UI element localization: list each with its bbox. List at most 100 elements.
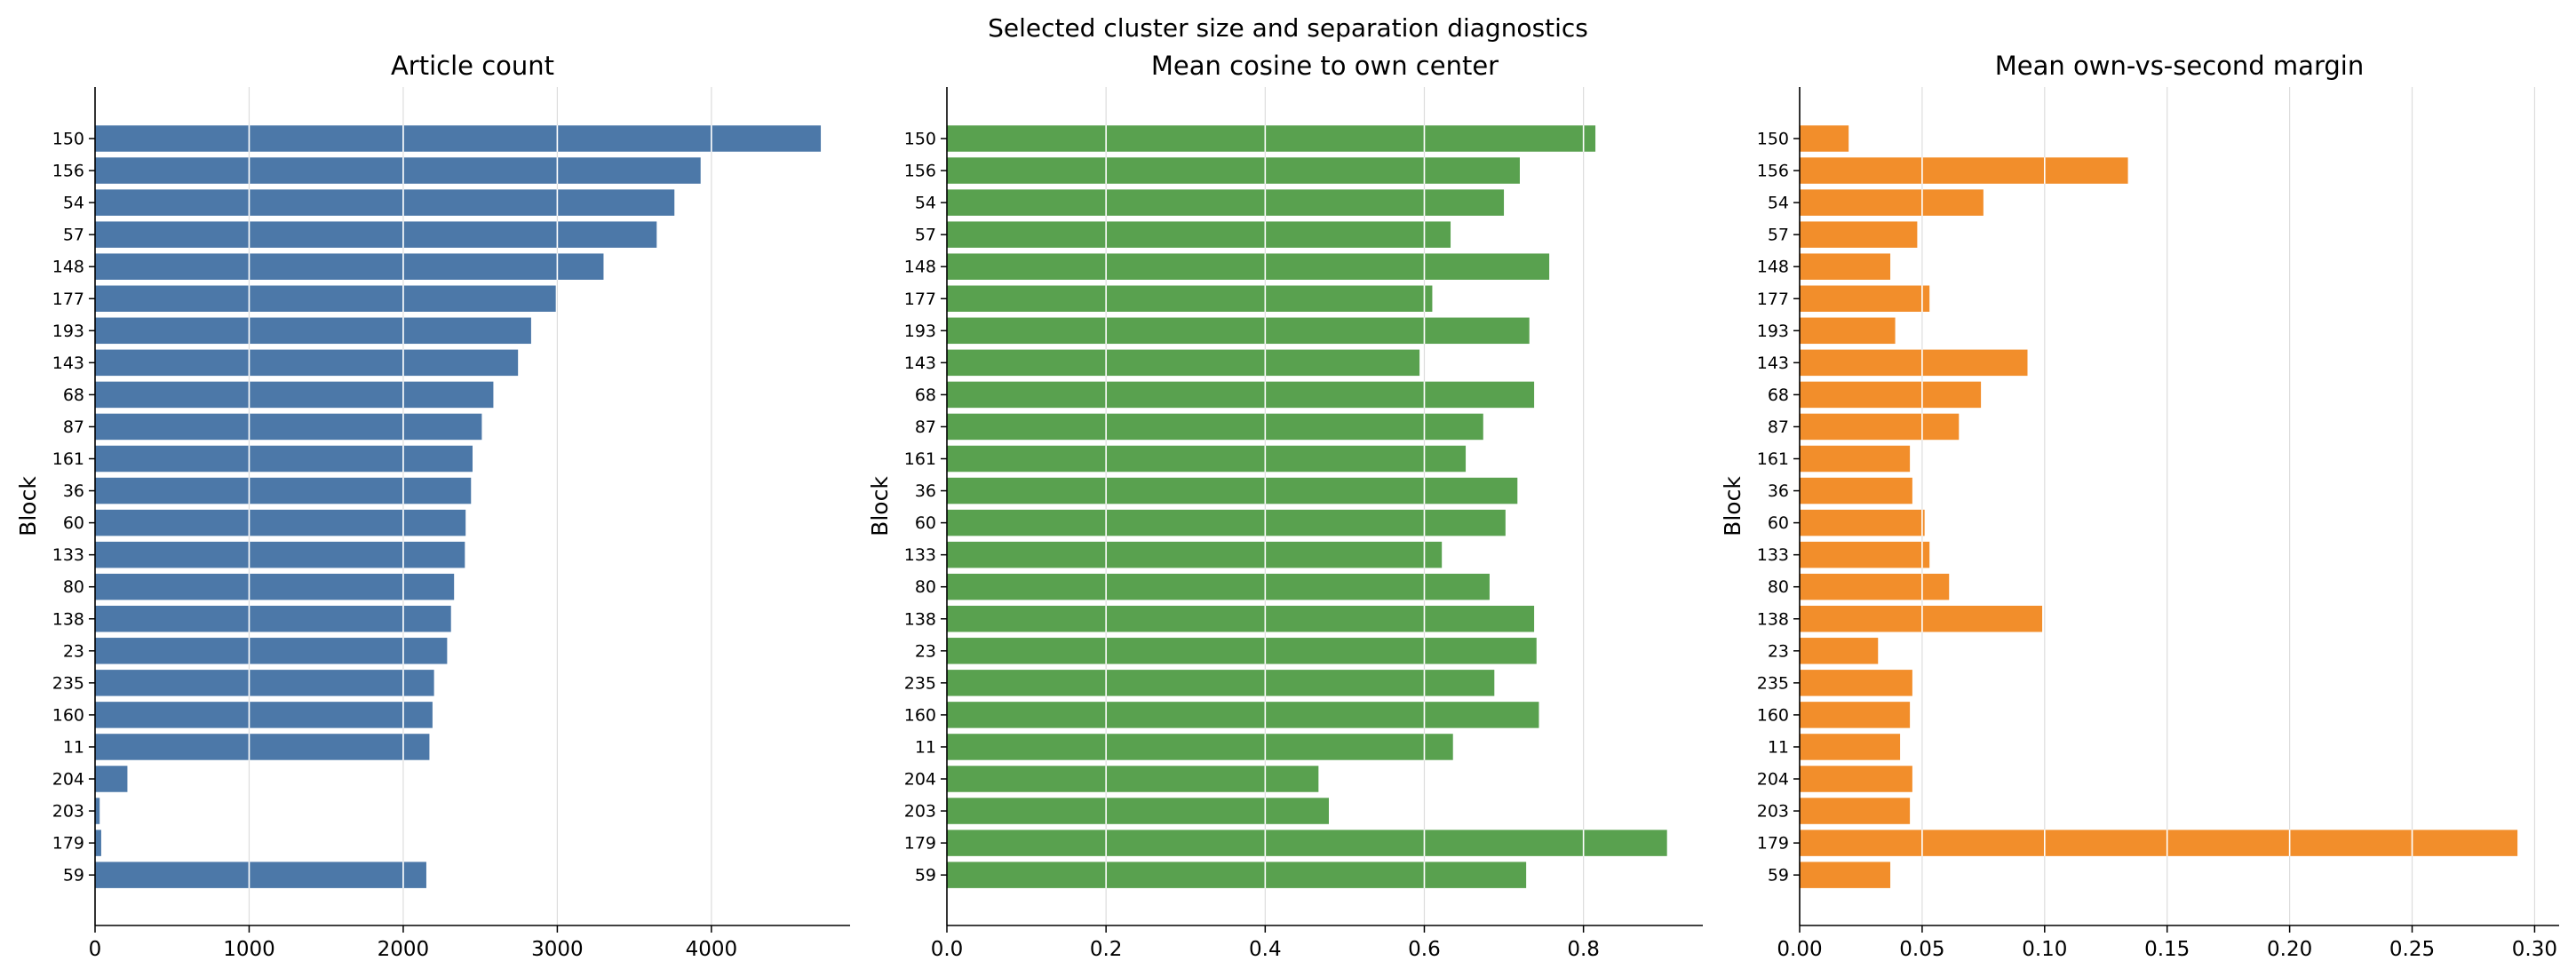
x-tick-label: 0.00 [1777,938,1822,961]
y-tick-label: 87 [63,417,84,437]
bar-156 [95,157,701,184]
bar-60 [947,509,1506,536]
y-tick-label: 156 [52,162,84,181]
bar-36 [95,477,472,504]
y-tick-label: 60 [915,513,936,533]
bar-11 [95,734,430,760]
y-tick-label: 54 [1768,194,1789,213]
x-tick-label: 0.6 [1408,938,1441,961]
y-tick-label: 60 [1768,513,1789,533]
y-tick-label: 68 [63,385,84,405]
panel-title: Mean cosine to own center [1151,51,1499,81]
bar-11 [947,734,1453,760]
y-tick-label: 161 [904,449,936,469]
bar-193 [95,317,531,345]
y-tick-label: 143 [52,353,84,373]
y-tick-label: 156 [904,162,936,181]
y-tick-label: 36 [63,481,84,501]
bar-68 [947,381,1535,409]
y-tick-label: 143 [1757,353,1789,373]
bar-203 [947,798,1329,824]
y-tick-label: 235 [1757,673,1789,693]
x-tick-label: 0.30 [2512,938,2557,961]
x-tick-label: 0.20 [2267,938,2312,961]
x-tick-label: 1000 [223,938,275,961]
x-tick-label: 3000 [531,938,584,961]
y-tick-label: 161 [1757,449,1789,469]
bar-235 [947,670,1495,696]
y-tick-label: 133 [52,545,84,565]
bar-161 [947,445,1467,473]
bar-11 [1800,734,1901,760]
y-tick-label: 204 [1757,770,1789,790]
y-tick-label: 235 [904,673,936,693]
bar-235 [95,670,434,696]
panel-title: Article count [391,51,554,81]
y-tick-label: 143 [904,353,936,373]
y-tick-label: 23 [1768,641,1789,661]
y-tick-label: 138 [52,609,84,629]
y-tick-label: 54 [915,194,936,213]
x-tick-label: 2000 [378,938,430,961]
bar-133 [95,541,465,568]
bar-23 [95,638,448,664]
bar-160 [1800,702,1911,728]
bar-133 [947,541,1443,568]
y-tick-label: 133 [1757,545,1789,565]
bar-138 [95,606,451,632]
x-tick-label: 0.25 [2389,938,2435,961]
bar-148 [1800,253,1891,280]
bar-143 [1800,349,2028,377]
y-tick-label: 150 [904,130,936,149]
y-tick-label: 156 [1757,162,1789,181]
bar-54 [95,189,675,216]
y-tick-label: 80 [63,577,84,597]
y-tick-label: 11 [915,737,936,757]
bar-150 [1800,125,1849,152]
bar-23 [947,638,1537,664]
y-tick-label: 138 [1757,609,1789,629]
bar-143 [95,349,519,377]
x-tick-label: 0.2 [1090,938,1123,961]
y-tick-label: 68 [1768,385,1789,405]
y-axis-label: Block [867,476,893,536]
y-tick-label: 36 [915,481,936,501]
x-tick-label: 0.8 [1567,938,1600,961]
bar-235 [1800,670,1912,696]
bar-60 [95,509,466,536]
y-tick-label: 179 [52,834,84,854]
y-tick-label: 57 [915,226,936,245]
y-tick-label: 11 [63,737,84,757]
y-tick-label: 87 [915,417,936,437]
y-tick-label: 203 [1757,802,1789,822]
x-tick-label: 0.4 [1249,938,1282,961]
y-tick-label: 177 [1757,290,1789,309]
y-tick-label: 150 [52,130,84,149]
chart-panel-3: Mean own-vs-second margin 0.00 0.05 0.10 0.1… [1720,51,2559,961]
bar-87 [1800,413,1960,441]
bar-143 [947,349,1420,377]
bar-193 [947,317,1530,345]
bar-177 [95,285,556,312]
y-tick-label: 138 [904,609,936,629]
chart-panel-1: Article count 0 1000 2000 3000 4000 150 156 54 57… [15,51,850,961]
y-tick-label: 57 [1768,226,1789,245]
bar-161 [95,445,473,473]
x-tick-label: 0.10 [2022,938,2067,961]
bar-59 [1800,862,1891,888]
bar-57 [1800,221,1918,248]
bar-160 [947,702,1539,728]
bar-87 [95,413,482,441]
bar-133 [1800,541,1930,568]
y-tick-label: 179 [904,834,936,854]
bar-138 [947,606,1535,632]
y-tick-label: 203 [52,802,84,822]
x-tick-label: 4000 [686,938,738,961]
chart-panel-2: Mean cosine to own center 0.0 0.2 0.4 0.6 0.8… [867,51,1703,961]
bar-160 [95,702,433,728]
y-tick-label: 179 [1757,834,1789,854]
y-axis-label: Block [15,476,41,536]
bar-148 [95,253,604,280]
y-tick-label: 150 [1757,130,1789,149]
